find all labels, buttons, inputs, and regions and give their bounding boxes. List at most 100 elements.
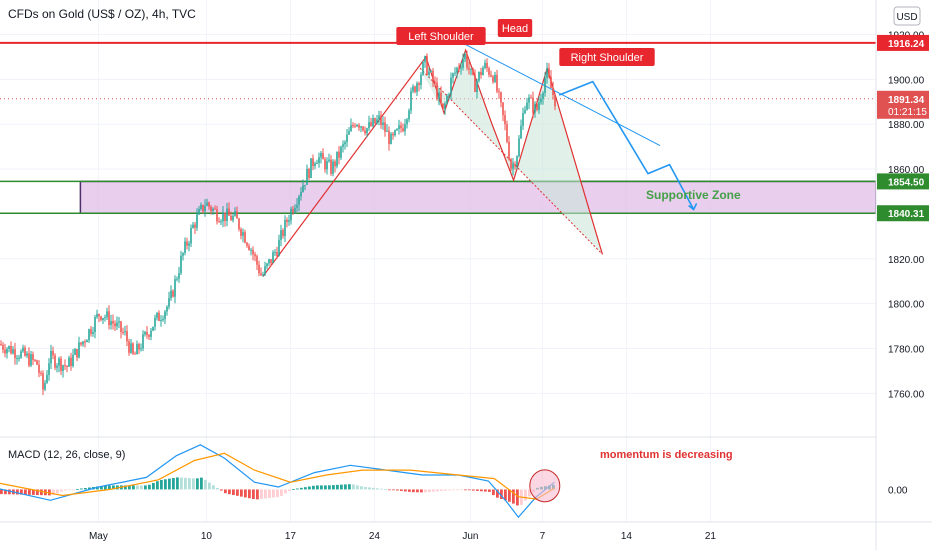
macd-histogram-bar bbox=[384, 489, 387, 490]
candle-body bbox=[438, 92, 440, 99]
candle-body bbox=[356, 124, 358, 127]
candle-body bbox=[74, 348, 76, 355]
candle-body bbox=[48, 363, 50, 376]
candle-body bbox=[2, 345, 4, 350]
candle-body bbox=[114, 323, 116, 327]
candle-body bbox=[362, 126, 364, 131]
macd-histogram-bar bbox=[304, 487, 307, 490]
macd-histogram-bar bbox=[80, 488, 83, 490]
candle-body bbox=[334, 161, 336, 167]
candle-body bbox=[366, 128, 368, 134]
candle-body bbox=[528, 97, 530, 103]
candle-body bbox=[160, 319, 162, 321]
macd-histogram-bar bbox=[504, 489, 507, 501]
candle-body bbox=[52, 350, 54, 356]
macd-histogram-bar bbox=[480, 489, 483, 492]
macd-histogram-bar bbox=[16, 489, 19, 495]
projection-arrowhead bbox=[688, 203, 698, 211]
candle-body bbox=[474, 74, 476, 93]
candle-body bbox=[224, 212, 226, 222]
candle-body bbox=[178, 273, 180, 279]
candle-body bbox=[346, 134, 348, 143]
macd-histogram-bar bbox=[4, 489, 7, 495]
candle-body bbox=[166, 306, 168, 312]
macd-histogram-bar bbox=[268, 489, 271, 498]
candle-body bbox=[10, 345, 12, 354]
candle-body bbox=[186, 241, 188, 246]
macd-histogram-bar bbox=[232, 489, 235, 496]
macd-histogram-bar bbox=[236, 489, 239, 496]
macd-histogram-bar bbox=[224, 489, 227, 494]
candle-body bbox=[44, 382, 46, 390]
candle-body bbox=[442, 103, 444, 109]
macd-histogram-bar bbox=[252, 489, 255, 500]
macd-histogram-bar bbox=[288, 489, 291, 491]
price-tick-label: 1760.00 bbox=[888, 389, 925, 400]
macd-histogram-bar bbox=[260, 489, 263, 499]
candle-body bbox=[112, 320, 114, 324]
candle-body bbox=[482, 67, 484, 76]
candle-body bbox=[134, 353, 136, 355]
currency-button-label[interactable]: USD bbox=[896, 12, 917, 23]
candle-body bbox=[306, 169, 308, 185]
candle-body bbox=[404, 124, 406, 132]
currency-button-frame[interactable] bbox=[893, 6, 921, 26]
candle-body bbox=[24, 347, 26, 356]
macd-histogram-bar bbox=[484, 489, 487, 492]
candle-body bbox=[292, 208, 294, 213]
candle-body bbox=[174, 279, 176, 297]
candle-body bbox=[320, 153, 322, 158]
candle-body bbox=[318, 157, 320, 164]
macd-histogram-bar bbox=[344, 484, 347, 490]
supportive-zone bbox=[79, 180, 877, 214]
candle-body bbox=[90, 329, 92, 334]
candle-body bbox=[248, 245, 250, 250]
candle-body bbox=[300, 191, 302, 197]
candle-body bbox=[294, 207, 296, 213]
candle-body bbox=[158, 312, 160, 321]
macd-histogram-bar bbox=[156, 481, 159, 490]
candle-body bbox=[350, 125, 352, 132]
macd-zero-label: 0.00 bbox=[888, 485, 908, 496]
macd-histogram-bar bbox=[132, 485, 135, 490]
candle-body bbox=[260, 273, 262, 276]
macd-histogram-bar bbox=[180, 477, 183, 490]
candle-body bbox=[94, 317, 96, 332]
candle-body bbox=[342, 144, 344, 148]
candle-body bbox=[128, 341, 130, 353]
candle-body bbox=[240, 229, 242, 236]
macd-histogram-bar bbox=[376, 488, 379, 490]
macd-histogram-bar bbox=[20, 489, 23, 495]
candle-body bbox=[304, 184, 306, 186]
candle-body bbox=[152, 326, 154, 331]
candle-body bbox=[70, 357, 72, 367]
candle-body bbox=[130, 343, 132, 353]
currency-button[interactable]: USD bbox=[893, 6, 921, 26]
macd-histogram-bar bbox=[68, 489, 71, 491]
candle-body bbox=[164, 311, 166, 320]
candle-body bbox=[36, 360, 38, 365]
candle-body bbox=[272, 252, 274, 263]
macd-histogram-bar bbox=[408, 489, 411, 492]
macd-histogram-bar bbox=[200, 477, 203, 490]
candle-body bbox=[430, 70, 432, 72]
macd-histogram-bar bbox=[392, 489, 395, 491]
candle-body bbox=[448, 94, 450, 96]
macd-histogram-bar bbox=[312, 485, 315, 490]
macd-title: MACD (12, 26, close, 9) bbox=[8, 449, 125, 461]
macd-line bbox=[0, 444, 555, 519]
macd-histogram-bar bbox=[188, 478, 191, 490]
candle-body bbox=[96, 314, 98, 318]
candle-body bbox=[436, 82, 438, 99]
candle-body bbox=[76, 348, 78, 358]
candle-body bbox=[218, 221, 220, 223]
macd-histogram-bar bbox=[452, 489, 455, 491]
candle-body bbox=[532, 97, 534, 113]
momentum-annotation: momentum is decreasing bbox=[600, 449, 733, 461]
candle-body bbox=[198, 208, 200, 215]
candle-body bbox=[470, 68, 472, 70]
candle-body bbox=[360, 126, 362, 128]
candle-body bbox=[388, 130, 390, 145]
macd-histogram-bar bbox=[212, 485, 215, 490]
